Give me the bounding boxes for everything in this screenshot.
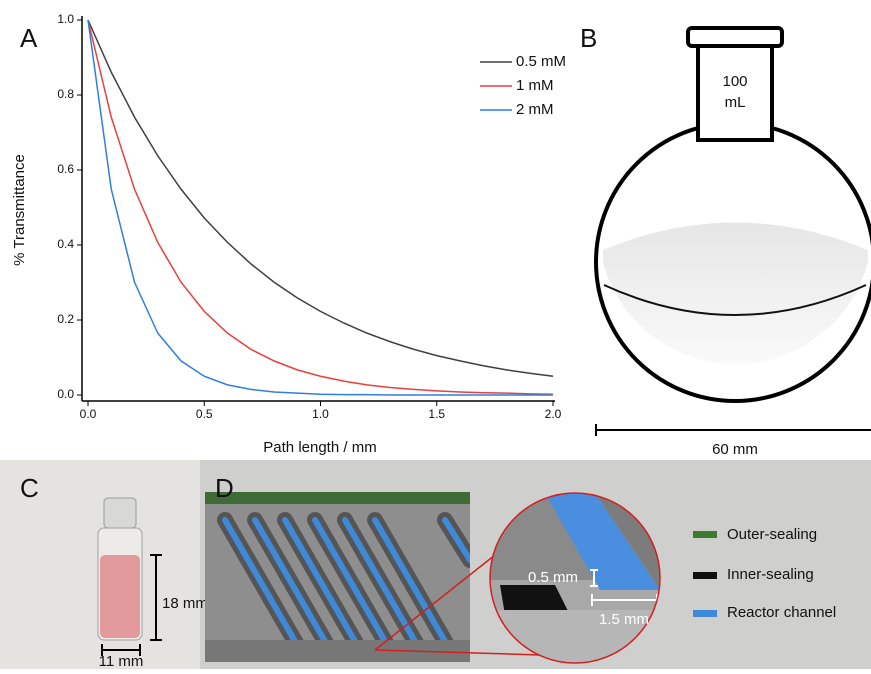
flask-volume: 100 [722, 73, 747, 90]
y-tick-label: 0.8 [57, 87, 74, 101]
vial-width: 11 mm [99, 653, 144, 669]
legend-label: 2 mM [516, 101, 554, 118]
figure: A Path length / mm % Transmittance 0.00.… [0, 0, 871, 669]
data-line [88, 20, 553, 394]
y-axis-label: % Transmittance [11, 154, 28, 266]
legend-label: Reactor channel [727, 604, 836, 621]
y-tick-label: 0.4 [57, 237, 74, 251]
x-axis-label: Path length / mm [263, 439, 376, 456]
panel-label: B [580, 23, 597, 53]
x-tick-label: 1.0 [312, 407, 329, 421]
width-label: 1.5 mm [599, 611, 649, 628]
plot: 0.0 0.2 0.4 0.6 0.8 1.0 0.0 0.5 1.0 1.5 2.0 0.5 mM 1… [57, 12, 566, 421]
panel-label: C [20, 473, 39, 503]
y-tick-label: 0.0 [57, 387, 74, 401]
reactor [205, 492, 470, 662]
panel-label: A [20, 23, 38, 53]
data-line [88, 20, 553, 376]
x-tick-label: 0.0 [80, 407, 97, 421]
vial-height: 18 mm [162, 595, 208, 612]
data-line [88, 20, 553, 395]
depth-label: 0.5 mm [528, 569, 578, 586]
panel-label: D [215, 473, 234, 503]
legend-label: 1 mM [516, 77, 554, 94]
legend-label: Outer-sealing [727, 526, 817, 543]
y-tick-label: 0.6 [57, 162, 74, 176]
scale-label: 60 mm [712, 441, 758, 458]
x-tick-label: 0.5 [196, 407, 213, 421]
flask-unit: mL [725, 94, 746, 111]
legend-label: 0.5 mM [516, 53, 566, 70]
y-tick-label: 1.0 [57, 12, 74, 26]
page: {"chart_data": {"type": "line", "x_label… [0, 0, 871, 669]
y-tick-label: 0.2 [57, 312, 74, 326]
x-tick-label: 2.0 [545, 407, 562, 421]
x-tick-label: 1.5 [428, 407, 445, 421]
legend-label: Inner-sealing [727, 566, 814, 583]
